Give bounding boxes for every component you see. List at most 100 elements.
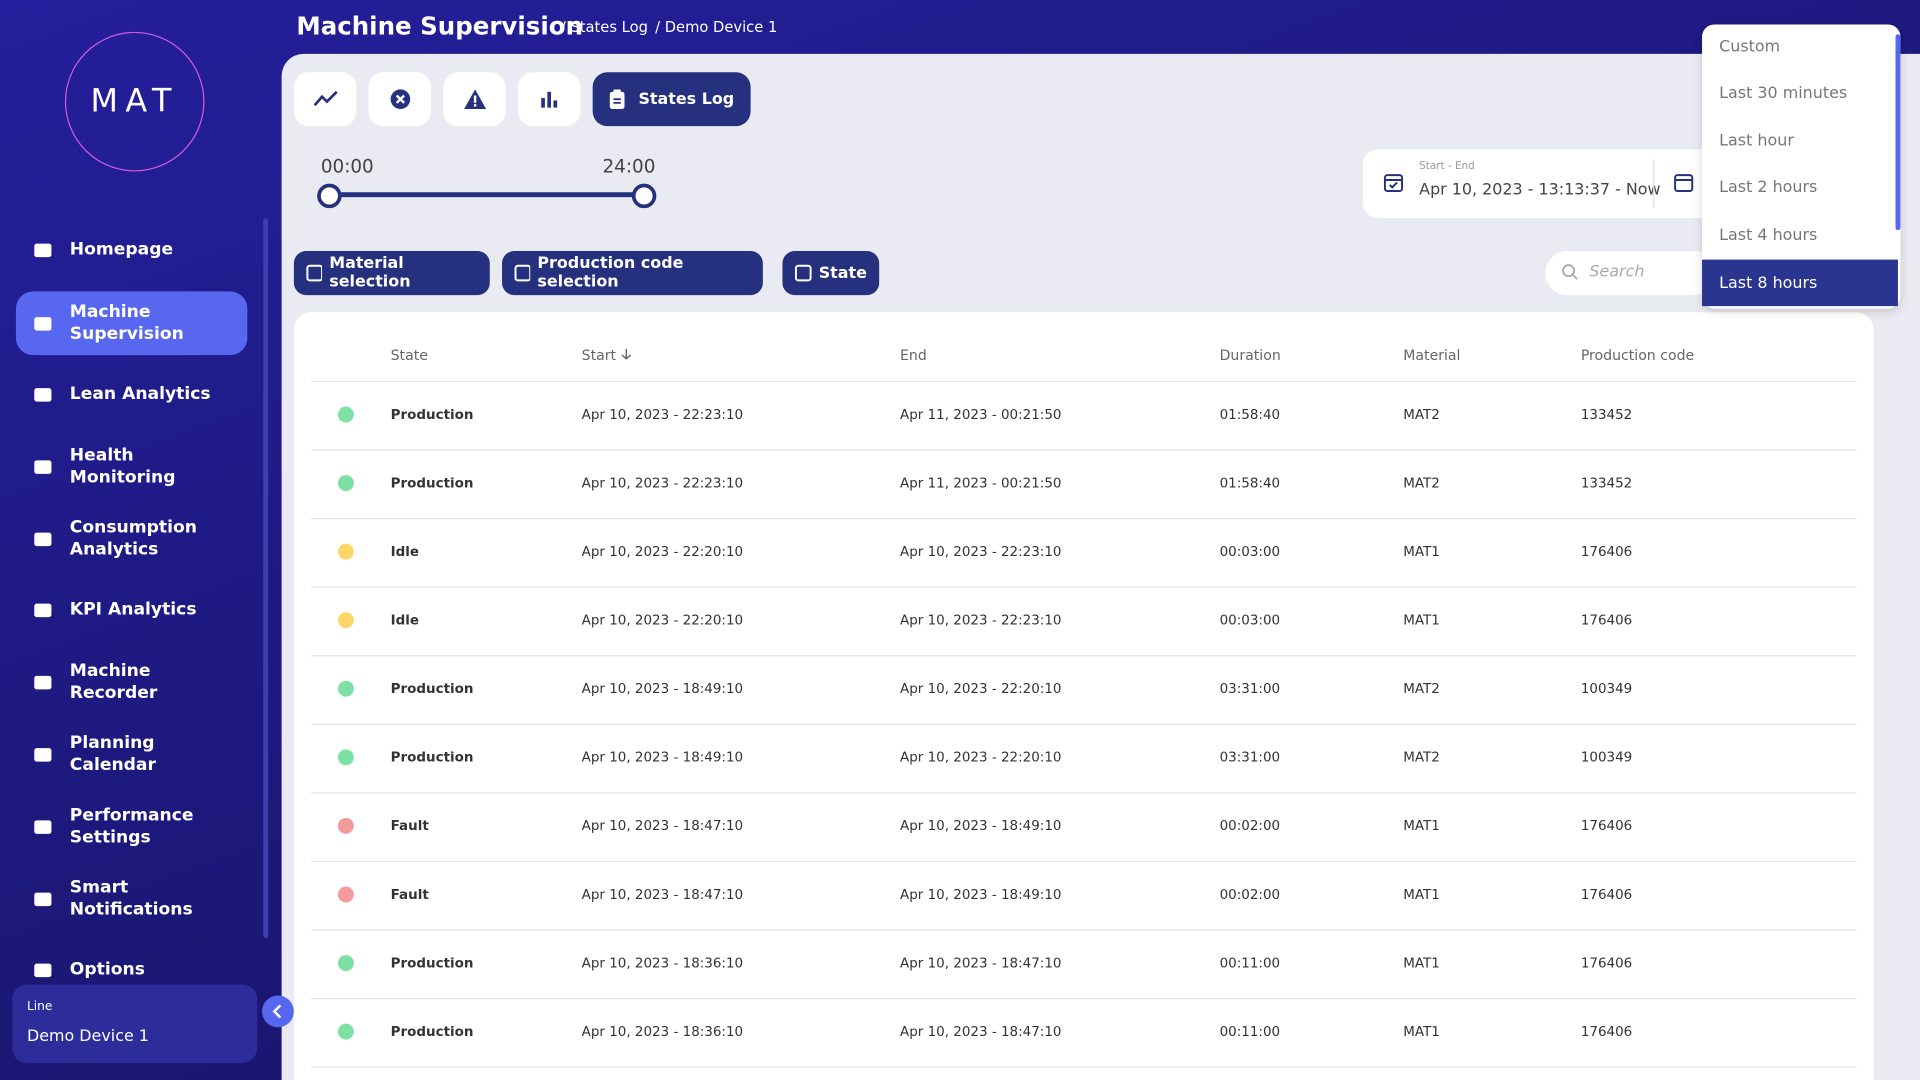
nav-icon [34,603,52,618]
tab-alarms[interactable] [443,72,506,127]
table-cell: 176406 [1580,955,1633,972]
tab-states-log[interactable]: States Log [592,72,751,127]
table-cell: Apr 10, 2023 - 22:23:10 [900,543,1062,560]
status-dot [337,817,354,834]
table-cell: MAT1 [1403,817,1440,834]
date-range[interactable]: Start - End Apr 10, 2023 - 13:13:37 - No… [1362,149,1718,218]
nav-item[interactable]: Health Monitoring [16,446,247,487]
status-dot [337,886,354,903]
breadcrumb[interactable]: / States Log [560,18,648,36]
filter-label: Material selection [329,254,411,292]
table-cell: MAT1 [1403,1023,1440,1040]
nav-item[interactable]: Consumption Analytics [16,518,247,560]
filter-button[interactable]: Material selection [293,251,490,296]
nav-item[interactable]: Lean Analytics [16,378,247,410]
dropdown-option[interactable]: Last hour [1719,131,1794,151]
table-cell: MAT2 [1403,475,1440,492]
filter-button[interactable]: Production code selection [502,251,763,296]
table-cell: 176406 [1580,543,1633,560]
status-dot [337,749,354,766]
state-cell: Production [390,406,474,423]
table-cell: MAT2 [1403,749,1440,766]
nav-label: Machine Supervision [69,302,184,345]
tab-faults[interactable] [368,72,432,127]
filter-button[interactable]: State [782,251,880,296]
nav-icon [34,532,52,547]
column-header[interactable]: Production code [1580,346,1695,364]
date-label: Start - End [1419,160,1475,173]
table-cell: 176406 [1580,817,1633,834]
table-cell: Apr 10, 2023 - 18:49:10 [581,680,744,697]
column-header[interactable]: Duration [1219,346,1281,364]
line-value: Demo Device 1 [26,1027,149,1046]
dropdown-option[interactable]: Last 4 hours [1719,226,1818,245]
row-divider [311,655,1857,657]
table-cell: Apr 11, 2023 - 00:21:50 [900,406,1062,423]
row-divider [311,449,1857,451]
nav-icon [34,243,52,258]
dropdown-option[interactable]: Last 8 hours [1702,259,1898,307]
table-cell: 176406 [1580,886,1633,903]
nav-item[interactable]: Smart Notifications [16,878,247,920]
nav-item[interactable]: Options [16,954,247,986]
nav-icon [34,892,52,907]
page-title: Machine Supervision [296,11,584,41]
state-cell: Production [390,1023,474,1040]
table-cell: MAT1 [1403,886,1440,903]
collapse-button[interactable] [262,995,294,1028]
slider-track [328,192,643,198]
status-dot [337,1023,354,1040]
nav-item[interactable]: KPI Analytics [16,594,247,626]
column-header[interactable]: Start [582,347,632,364]
dropdown-option[interactable]: Last 30 minutes [1719,84,1848,103]
table-cell: MAT1 [1403,543,1440,560]
table-cell: Apr 10, 2023 - 18:36:10 [581,1023,744,1040]
table-cell: 01:58:40 [1219,475,1281,492]
dropdown-option[interactable]: Custom [1719,37,1781,56]
state-cell: Fault [390,886,429,903]
nav-item[interactable]: Performance Settings [16,806,247,847]
table-cell: 133452 [1580,406,1633,423]
nav-icon [34,820,52,834]
status-dot [337,543,354,560]
column-header[interactable]: End [900,346,927,364]
breadcrumb[interactable]: / Demo Device 1 [655,18,778,36]
nav-item[interactable]: Machine Supervision [15,291,248,356]
row-divider [311,517,1857,520]
state-cell: Production [390,955,474,972]
table-cell: 176406 [1580,612,1633,629]
dropdown-option[interactable]: Last 2 hours [1719,179,1818,198]
column-header[interactable]: Material [1403,346,1461,364]
table-cell: Apr 10, 2023 - 18:47:10 [581,886,744,903]
nav-label: Homepage [69,240,174,260]
table-cell: Apr 10, 2023 - 22:23:10 [581,475,744,492]
table-cell: Apr 10, 2023 - 22:20:10 [581,543,744,560]
table-cell: Apr 10, 2023 - 18:49:10 [581,749,744,766]
row-divider [311,860,1857,863]
column-header[interactable]: State [390,346,428,364]
table-cell: 00:03:00 [1219,543,1281,560]
tab-stats[interactable] [517,72,581,127]
search[interactable]: Search [1545,251,1717,296]
tab-trend[interactable] [293,72,357,127]
table-cell: 176406 [1580,1023,1633,1040]
nav-icon [34,317,52,331]
line-box[interactable]: Line Demo Device 1 [12,984,258,1063]
scrollbar [263,217,269,938]
nav-label: KPI Analytics [69,600,197,620]
state-cell: Production [390,475,474,492]
table-cell: 100349 [1580,749,1633,766]
state-cell: Fault [390,817,429,834]
nav-label: Consumption Analytics [69,517,197,560]
table-cell: MAT2 [1403,680,1440,697]
slider-handle[interactable] [631,183,657,209]
table-cell: 00:11:00 [1219,1023,1281,1040]
nav-item[interactable]: Machine Recorder [16,661,247,703]
table-cell: Apr 10, 2023 - 18:47:10 [900,1023,1062,1040]
slider-handle[interactable] [317,183,342,209]
nav-icon [34,748,52,762]
nav-item[interactable]: Homepage [16,234,247,266]
nav-item[interactable]: Planning Calendar [16,733,247,775]
table-cell: 133452 [1580,475,1633,492]
table-cell: 00:02:00 [1219,886,1281,903]
